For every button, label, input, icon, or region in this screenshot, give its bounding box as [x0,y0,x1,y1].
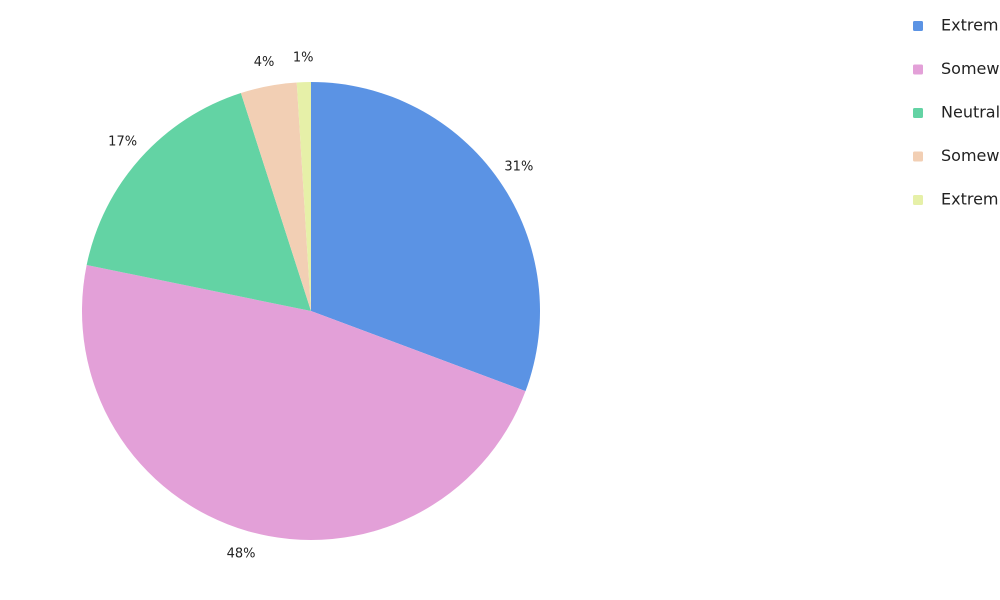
data-label: 17% [108,135,137,150]
legend-swatch [913,21,923,31]
pie-slice [86,92,311,311]
legend-swatch [913,108,923,118]
legend-label: Extrem [941,16,999,35]
legend-swatch [913,151,923,162]
data-label: 1% [293,51,314,66]
legend-label: Neutral [941,103,1000,122]
legend-label: Extrem [941,190,999,209]
legend-swatch [913,195,923,205]
pie-slice [81,265,526,541]
data-label: 48% [227,547,256,562]
pie-slice [296,82,311,311]
legend-swatch [913,64,923,75]
data-label: 31% [504,159,533,174]
legend-label: Somew [941,59,999,78]
pie-slice [311,82,540,392]
data-label: 4% [254,55,275,70]
pie-slice [240,82,311,311]
legend-label: Somew [941,146,999,165]
